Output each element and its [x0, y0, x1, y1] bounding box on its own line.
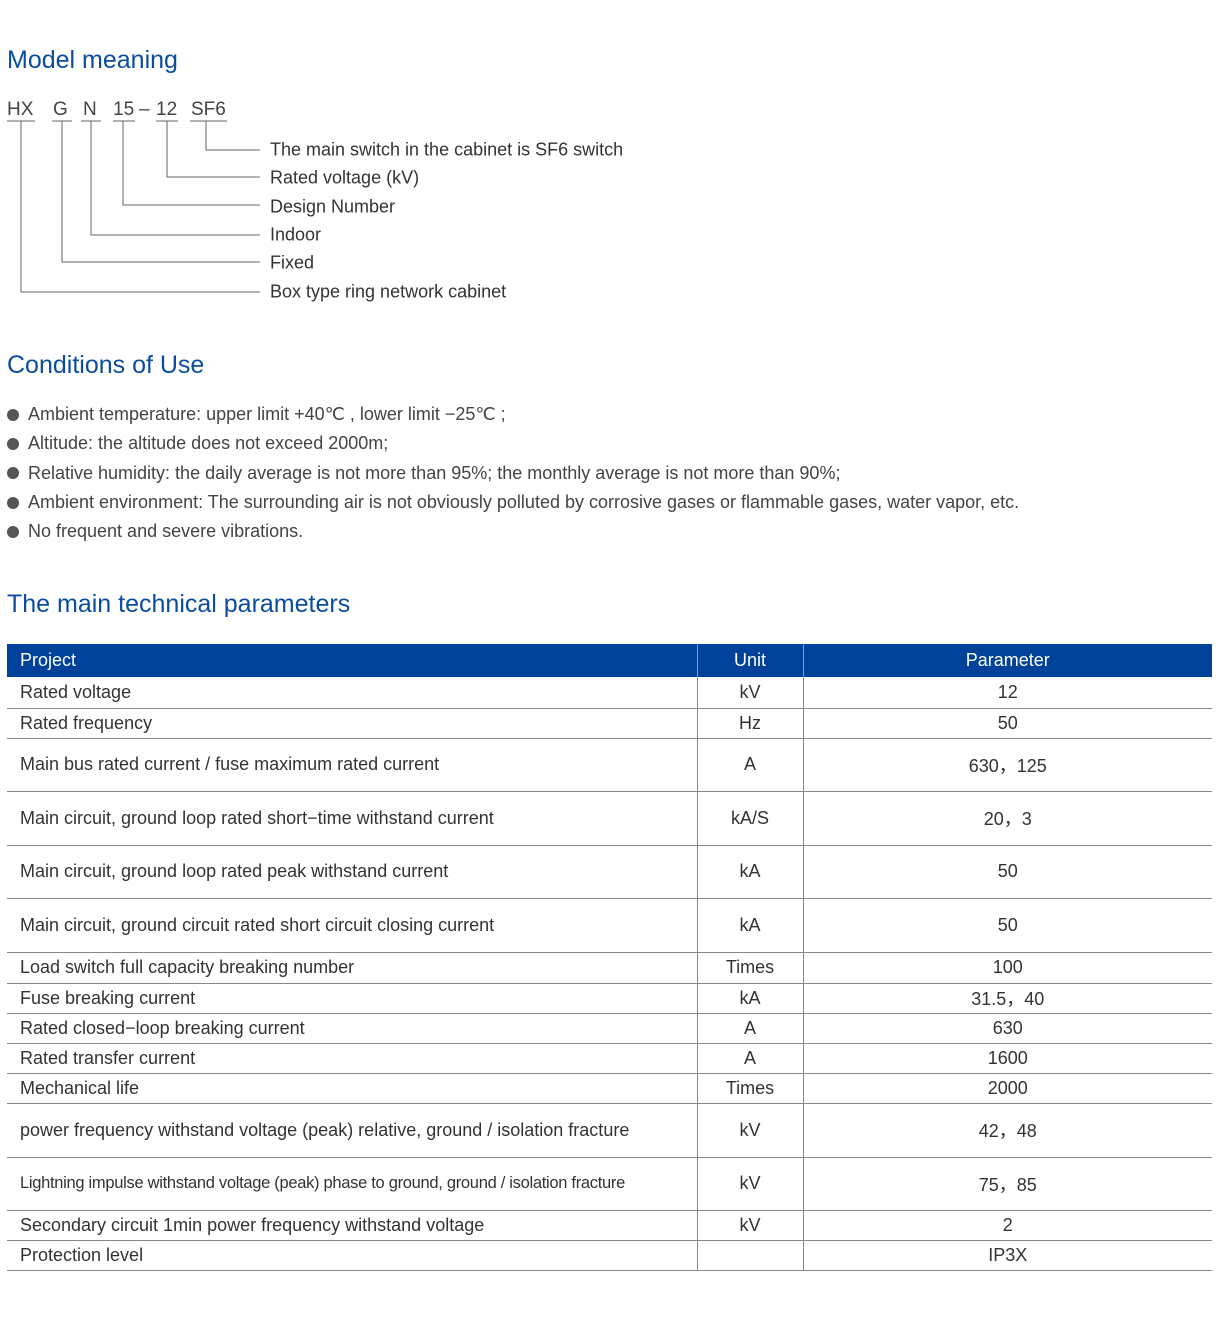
code-sf6: SF6	[191, 99, 226, 120]
label-voltage: Rated voltage (kV)	[270, 167, 420, 188]
cell-unit: A	[696, 738, 803, 792]
table-header-row: Project Unit Parameter	[7, 644, 1212, 677]
cell-project: Main circuit, ground circuit rated short…	[7, 898, 697, 953]
cell-unit: kV	[696, 1157, 803, 1211]
model-meaning-title: Model meaning	[7, 46, 178, 74]
table-row: Rated transfer current A 1600	[7, 1043, 1212, 1074]
conditions-title: Conditions of Use	[7, 351, 205, 379]
cell-project: Rated transfer current	[7, 1043, 697, 1074]
model-code-diagram	[7, 120, 260, 293]
cell-parameter: 12	[802, 677, 1212, 709]
table-row: Load switch full capacity breaking numbe…	[7, 952, 1212, 984]
cell-project: Lightning impulse withstand voltage (pea…	[7, 1157, 697, 1211]
cell-project: Mechanical life	[7, 1073, 697, 1104]
condition-text: Altitude: the altitude does not exceed 2…	[28, 433, 389, 454]
list-item: Altitude: the altitude does not exceed 2…	[7, 429, 1019, 458]
cell-unit: Times	[696, 952, 803, 984]
cell-parameter: 50	[802, 708, 1212, 739]
code-hx: HX	[7, 99, 34, 120]
cell-project: Fuse breaking current	[7, 983, 697, 1014]
cell-parameter: 42，48	[802, 1103, 1212, 1158]
table-row: Main bus rated current / fuse maximum ra…	[7, 738, 1212, 792]
cell-parameter: 100	[802, 952, 1212, 984]
table-row: Main circuit, ground loop rated short−ti…	[7, 791, 1212, 846]
table-row: Rated voltage kV 12	[7, 677, 1212, 709]
header-unit: Unit	[696, 644, 803, 677]
cell-parameter: 50	[802, 845, 1212, 899]
bullet-icon	[7, 408, 19, 421]
cell-parameter: 1600	[802, 1043, 1212, 1074]
table-row: Mechanical life Times 2000	[7, 1073, 1212, 1104]
table-row: Lightning impulse withstand voltage (pea…	[7, 1157, 1212, 1211]
conditions-list: Ambient temperature: upper limit +40℃ , …	[7, 400, 1019, 546]
table-row: Protection level IP3X	[7, 1240, 1212, 1271]
cell-project: Main circuit, ground loop rated peak wit…	[7, 845, 697, 899]
cell-parameter: 2000	[802, 1073, 1212, 1104]
code-n: N	[83, 99, 97, 120]
cell-unit: kA	[696, 845, 803, 899]
cell-unit	[696, 1240, 803, 1271]
header-parameter: Parameter	[802, 644, 1212, 677]
condition-text: Relative humidity: the daily average is …	[28, 462, 841, 483]
label-design: Design Number	[270, 196, 396, 217]
cell-project: Rated closed−loop breaking current	[7, 1013, 697, 1044]
parameters-title: The main technical parameters	[7, 590, 351, 618]
cell-project: Secondary circuit 1min power frequency w…	[7, 1210, 697, 1241]
list-item: Ambient temperature: upper limit +40℃ , …	[7, 400, 1019, 429]
code-15: 15	[113, 99, 135, 120]
cell-project: Main circuit, ground loop rated short−ti…	[7, 791, 697, 846]
header-project: Project	[7, 644, 697, 677]
cell-unit: A	[696, 1043, 803, 1074]
bullet-icon	[7, 496, 19, 509]
cell-project: Main bus rated current / fuse maximum ra…	[7, 738, 697, 792]
cell-unit: kA/S	[696, 791, 803, 846]
cell-parameter: 31.5，40	[802, 983, 1212, 1014]
cell-project: Rated frequency	[7, 708, 697, 739]
cell-parameter: 20，3	[802, 791, 1212, 846]
table-row: Rated closed−loop breaking current A 630	[7, 1013, 1212, 1044]
table-row: Secondary circuit 1min power frequency w…	[7, 1210, 1212, 1241]
cell-parameter: 630，125	[802, 738, 1212, 792]
bullet-icon	[7, 525, 19, 538]
table-row: Main circuit, ground circuit rated short…	[7, 898, 1212, 953]
label-fixed: Fixed	[270, 252, 315, 273]
table-row: Main circuit, ground loop rated peak wit…	[7, 845, 1212, 899]
code-dash: –	[139, 99, 150, 120]
cell-parameter: IP3X	[802, 1240, 1212, 1271]
table-row: Rated frequency Hz 50	[7, 708, 1212, 739]
list-item: No frequent and severe vibrations.	[7, 517, 1019, 546]
table-row: power frequency withstand voltage (peak)…	[7, 1103, 1212, 1158]
label-sf6: The main switch in the cabinet is SF6 sw…	[270, 139, 624, 160]
label-box: Box type ring network cabinet	[270, 281, 507, 302]
code-12: 12	[156, 99, 178, 120]
condition-text: Ambient environment: The surrounding air…	[28, 492, 1020, 513]
condition-text: No frequent and severe vibrations.	[28, 521, 304, 542]
cell-project: Load switch full capacity breaking numbe…	[7, 952, 697, 984]
list-item: Relative humidity: the daily average is …	[7, 459, 1019, 488]
bullet-icon	[7, 437, 19, 450]
cell-parameter: 50	[802, 898, 1212, 953]
table-row: Fuse breaking current kA 31.5，40	[7, 983, 1212, 1014]
cell-project: Protection level	[7, 1240, 697, 1271]
parameters-table: Project Unit Parameter Rated voltage kV 12…	[7, 644, 1212, 1271]
label-indoor: Indoor	[270, 224, 322, 245]
list-item: Ambient environment: The surrounding air…	[7, 488, 1019, 517]
cell-unit: kV	[696, 1103, 803, 1158]
cell-unit: kA	[696, 983, 803, 1014]
code-g: G	[53, 99, 68, 120]
cell-unit: kV	[696, 1210, 803, 1241]
cell-parameter: 2	[802, 1210, 1212, 1241]
cell-unit: A	[696, 1013, 803, 1044]
cell-parameter: 75，85	[802, 1157, 1212, 1211]
cell-parameter: 630	[802, 1013, 1212, 1044]
cell-project: Rated voltage	[7, 677, 697, 709]
cell-unit: Times	[696, 1073, 803, 1104]
condition-text: Ambient temperature: upper limit +40℃ , …	[28, 404, 506, 425]
cell-unit: kA	[696, 898, 803, 953]
cell-project: power frequency withstand voltage (peak)…	[7, 1103, 697, 1158]
cell-unit: Hz	[696, 708, 803, 739]
bullet-icon	[7, 467, 19, 480]
cell-unit: kV	[696, 677, 803, 709]
